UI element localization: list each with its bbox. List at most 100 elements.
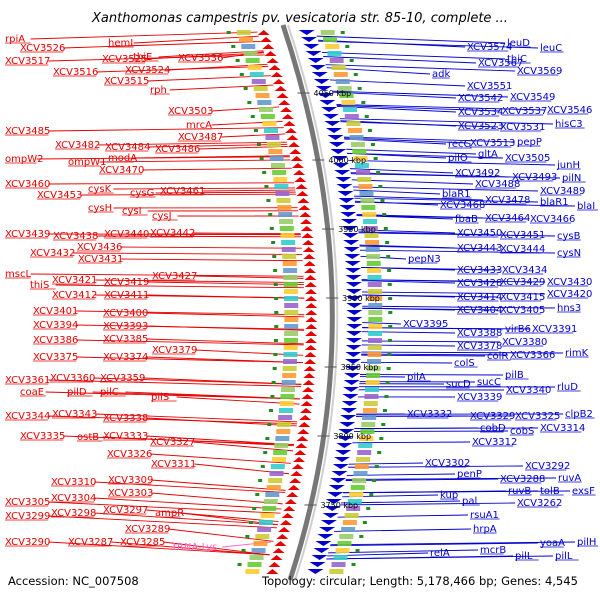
- forward-gene-label: XCV3436: [77, 242, 122, 253]
- forward-leader-line: [148, 143, 288, 148]
- forward-gene-arrow: [272, 79, 285, 84]
- reverse-gene-label: blaI: [577, 201, 595, 212]
- feature-block: [273, 450, 288, 455]
- feature-block: [283, 359, 298, 364]
- forward-gene-arrow: [287, 142, 300, 147]
- reverse-gene-arrow: [309, 65, 326, 70]
- reverse-gene-arrow: [319, 527, 336, 532]
- feature-dot: [226, 31, 231, 34]
- feature-block: [366, 254, 381, 259]
- forward-gene-arrow: [293, 170, 306, 175]
- feature-block: [360, 429, 375, 434]
- feature-block: [356, 457, 371, 462]
- feature-dot: [370, 143, 375, 146]
- reverse-gene-arrow: [343, 387, 360, 392]
- feature-block: [366, 373, 381, 378]
- feature-dot: [340, 31, 345, 34]
- forward-leader-line: [63, 40, 261, 49]
- forward-gene-label: XCV3453: [37, 190, 82, 201]
- forward-gene-label: XCV3482: [55, 140, 100, 151]
- reverse-gene-label: hisC3: [555, 119, 583, 130]
- forward-gene-arrow: [300, 219, 313, 224]
- feature-dot: [384, 395, 389, 398]
- reverse-leader-line: [326, 555, 554, 560]
- forward-leader-line: [150, 453, 291, 464]
- forward-gene-arrow: [268, 562, 281, 567]
- reverse-gene-arrow: [305, 51, 322, 56]
- forward-gene-arrow: [268, 65, 281, 70]
- forward-gene-label: XCV3419: [104, 277, 149, 288]
- reverse-leader-line: [321, 51, 506, 60]
- reverse-gene-arrow: [346, 303, 363, 308]
- reverse-gene-arrow: [342, 394, 359, 399]
- forward-gene-arrow: [305, 331, 318, 336]
- feature-block: [358, 184, 373, 189]
- reverse-gene-label: XCV3513: [470, 138, 515, 149]
- forward-gene-arrow: [279, 520, 292, 525]
- forward-gene-arrow: [294, 450, 307, 455]
- feature-block: [282, 373, 297, 378]
- reverse-leader-line: [333, 90, 509, 98]
- forward-gene-arrow: [303, 261, 316, 266]
- forward-gene-arrow: [304, 282, 317, 287]
- forward-gene-arrow: [286, 492, 299, 497]
- reverse-gene-label: XCV3404: [457, 305, 502, 316]
- feature-block: [325, 44, 340, 49]
- feature-dot: [351, 563, 356, 566]
- reverse-gene-label: XCV3414: [457, 292, 502, 303]
- feature-block: [247, 562, 262, 567]
- reverse-gene-label: exsF: [572, 486, 595, 497]
- reverse-gene-label: XCV3468: [440, 200, 485, 211]
- reverse-gene-arrow: [336, 184, 353, 189]
- reverse-leader-line: [361, 280, 456, 284]
- feature-dot: [239, 73, 244, 76]
- reverse-gene-arrow: [335, 177, 352, 182]
- feature-block: [265, 492, 280, 497]
- reverse-gene-label: adk: [432, 69, 450, 80]
- forward-gene-arrow: [284, 499, 297, 504]
- forward-gene-label: XCV3379: [152, 345, 197, 356]
- feature-block: [363, 219, 378, 224]
- forward-leader-line: [48, 379, 302, 387]
- forward-gene-label: XCV3289: [125, 524, 170, 535]
- forward-gene-arrow: [276, 93, 289, 98]
- forward-gene-label: XCV3460: [5, 179, 50, 190]
- forward-gene-arrow: [299, 408, 312, 413]
- reverse-leader-line: [362, 291, 546, 295]
- feature-block: [347, 499, 362, 504]
- feature-block: [362, 212, 377, 217]
- forward-gene-arrow: [257, 30, 270, 35]
- reverse-leader-line: [358, 232, 556, 237]
- reverse-leader-line: [344, 137, 469, 144]
- forward-gene-label: XCV3411: [104, 290, 149, 301]
- forward-gene-label: XCV3309: [108, 475, 153, 486]
- reverse-gene-label: XCV3537: [502, 106, 547, 117]
- feature-block: [366, 261, 381, 266]
- reverse-leader-line: [352, 186, 539, 192]
- feature-block: [365, 247, 380, 252]
- reverse-gene-arrow: [301, 37, 318, 42]
- forward-leader-line: [96, 235, 301, 238]
- reverse-gene-label: XCV3546: [547, 105, 592, 116]
- feature-block: [272, 457, 287, 462]
- forward-leader-line: [146, 435, 295, 446]
- forward-gene-arrow: [284, 128, 297, 133]
- reverse-gene-label: XCV3489: [540, 186, 585, 197]
- feature-block: [339, 93, 354, 98]
- forward-gene-label: cysJ: [152, 211, 172, 222]
- reverse-gene-label: rsuA1: [470, 510, 499, 521]
- reverse-gene-arrow: [330, 478, 347, 483]
- feature-block: [249, 72, 264, 77]
- forward-gene-label: XCV3310: [51, 477, 96, 488]
- reverse-leader-line: [330, 541, 576, 546]
- reverse-gene-arrow: [339, 205, 356, 210]
- reverse-gene-arrow: [330, 149, 347, 154]
- feature-block: [284, 317, 299, 322]
- feature-block: [367, 282, 382, 287]
- reverse-gene-arrow: [336, 443, 353, 448]
- feature-block: [359, 436, 374, 441]
- forward-gene-arrow: [304, 268, 317, 273]
- feature-dot: [273, 339, 278, 342]
- forward-gene-arrow: [266, 58, 279, 63]
